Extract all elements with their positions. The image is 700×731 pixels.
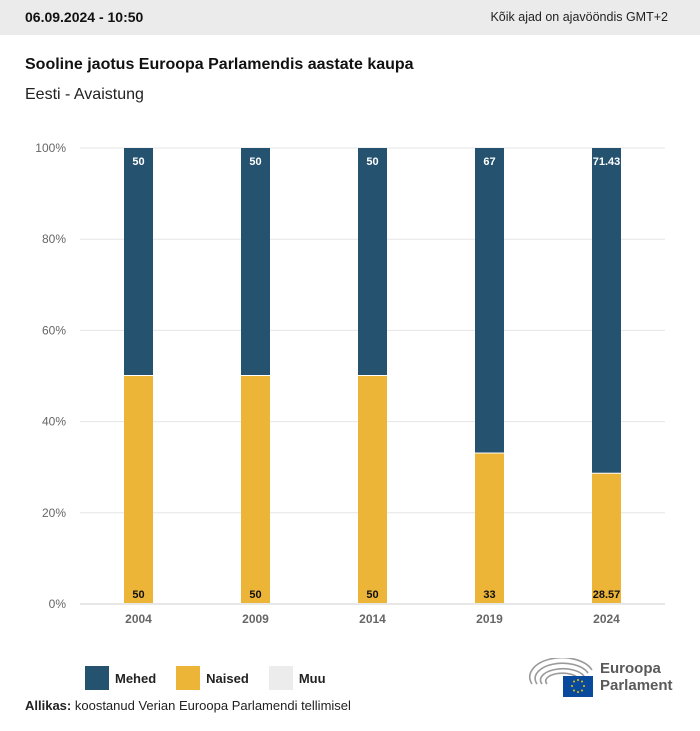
parliament-hemicycle-icon [529, 658, 593, 697]
bar-naised [241, 376, 270, 603]
data-label-mehed: 67 [483, 156, 495, 168]
chart-subtitle: Eesti - Avaistung [25, 86, 144, 103]
bar-mehed [241, 148, 270, 375]
chart-title: Sooline jaotus Euroopa Parlamendis aasta… [25, 56, 414, 73]
eu-flag-icon [563, 676, 593, 697]
top-bar: 06.09.2024 - 10:50 Kõik ajad on ajavöönd… [0, 0, 700, 35]
source-text: koostanud Verian Euroopa Parlamendi tell… [71, 698, 351, 713]
legend-item-mehed[interactable]: Mehed [85, 666, 156, 690]
bar-naised [124, 376, 153, 603]
legend-label: Mehed [115, 670, 157, 686]
legend-swatch-naised [176, 666, 201, 690]
bar-naised [592, 473, 621, 603]
bar-naised [358, 376, 387, 603]
ep-logo: Euroopa Parlament [528, 658, 688, 702]
legend-item-muu[interactable]: Muu [268, 666, 326, 690]
bar-mehed [592, 148, 621, 473]
legend: Mehed Naised Muu [85, 666, 346, 690]
data-label-naised: 33 [483, 589, 495, 601]
y-tick-label: 40% [42, 415, 66, 429]
logo-line1: Euroopa [600, 660, 661, 677]
bar-mehed [475, 148, 504, 453]
y-tick-label: 100% [35, 141, 66, 155]
data-label-mehed: 50 [366, 156, 378, 168]
data-label-naised: 28.57 [593, 589, 621, 601]
logo-text: Euroopa Parlament [600, 660, 673, 694]
logo-line2: Parlament [600, 677, 673, 694]
data-label-naised: 50 [249, 589, 261, 601]
y-tick-label: 80% [42, 232, 66, 246]
x-tick-label: 2004 [125, 612, 152, 626]
data-label-naised: 50 [366, 589, 378, 601]
source-label: Allikas: [25, 698, 72, 713]
bar-mehed [124, 148, 153, 375]
x-tick-label: 2019 [476, 612, 503, 626]
legend-item-naised[interactable]: Naised [176, 666, 249, 690]
datetime: 06.09.2024 - 10:50 [25, 9, 144, 25]
timezone-note: Kõik ajad on ajavööndis GMT+2 [490, 10, 668, 24]
y-tick-label: 20% [42, 506, 66, 520]
bar-mehed [358, 148, 387, 375]
y-tick-label: 60% [42, 323, 66, 337]
legend-swatch-muu [268, 666, 293, 690]
legend-label: Naised [206, 670, 249, 686]
source-note: Allikas: koostanud Verian Euroopa Parlam… [25, 698, 351, 713]
data-label-mehed: 71.43 [593, 156, 621, 168]
legend-swatch-mehed [85, 666, 109, 690]
data-label-naised: 50 [132, 589, 144, 601]
data-label-mehed: 50 [132, 156, 144, 168]
x-tick-label: 2014 [359, 612, 386, 626]
bar-chart: 0% 20% 40% 60% 80% 100% 50 50 2004 50 50 2009 50 50 20… [35, 141, 665, 626]
legend-label: Muu [298, 670, 326, 686]
x-tick-label: 2009 [242, 612, 269, 626]
x-tick-label: 2024 [593, 612, 620, 626]
data-label-mehed: 50 [249, 156, 261, 168]
bar-naised [475, 453, 504, 603]
y-tick-label: 0% [49, 597, 67, 611]
